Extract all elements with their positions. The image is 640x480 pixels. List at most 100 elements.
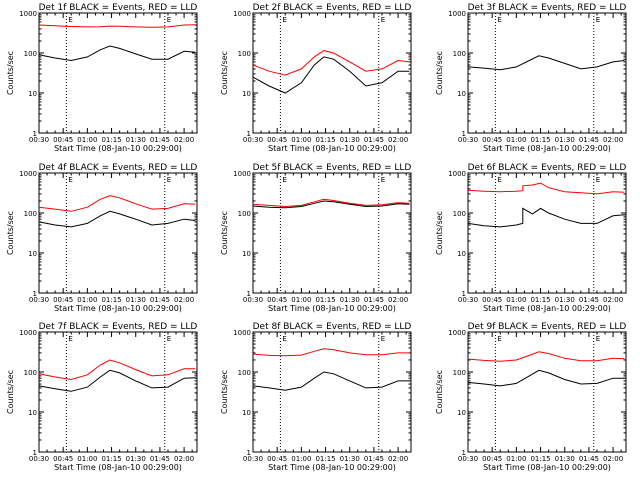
x-tick-label: 02:00 [174,136,194,144]
series-line-lld-red [38,24,196,28]
y-tick-label: 1 [33,449,37,457]
event-marker-label: E [68,335,72,343]
y-tick-label: 10 [28,409,37,417]
x-tick-label: 00:45 [53,296,73,304]
y-tick-label: 10 [242,250,251,258]
x-tick-label: 00:30 [458,136,478,144]
event-marker-label: E [381,335,385,343]
plot-panel-8: Det 8f BLACK = Events, RED = LLD 1 10 100 10… [220,322,412,472]
x-tick-label: 01:30 [340,296,360,304]
y-tick-label: 1000 [233,170,251,178]
x-tick-label: 02:00 [388,455,408,463]
series-line-lld-red [38,195,196,212]
event-marker-label: E [596,176,600,184]
x-tick-label: 02:00 [388,296,408,304]
x-tick-label: 00:45 [482,136,502,144]
panel-title: Det 2f BLACK = Events, RED = LLD [253,3,412,13]
y-tick-label: 1000 [19,329,37,337]
series-line-events-black [38,369,196,392]
x-tick-label: 00:30 [458,455,478,463]
panel-title: Det 8f BLACK = Events, RED = LLD [253,322,412,332]
x-axis-title: Start Time (08-Jan-10 00:29:00) [54,144,182,153]
y-tick-label: 1 [462,290,466,298]
series-line-lld-red [38,359,196,381]
y-axis-title: Counts/sec [6,211,15,255]
plot-panel-5: Det 5f BLACK = Events, RED = LLD 1 10 100 10… [220,163,412,313]
y-tick-label: 1000 [448,170,466,178]
x-tick-label: 00:45 [53,136,73,144]
x-tick-label: 00:45 [267,136,287,144]
x-tick-label: 02:00 [603,296,623,304]
plot-frame [252,12,412,134]
x-tick-label: 00:45 [482,296,502,304]
series-line-lld-red [252,50,410,76]
x-tick-label: 01:00 [77,455,97,463]
x-tick-label: 01:15 [530,136,550,144]
x-tick-label: 01:45 [150,455,170,463]
y-tick-label: 1 [247,449,251,457]
x-tick-label: 02:00 [174,296,194,304]
x-tick-label: 01:00 [506,455,526,463]
event-marker-label: E [381,176,385,184]
x-tick-label: 00:30 [243,455,263,463]
y-tick-label: 10 [457,250,466,258]
x-tick-label: 00:45 [267,296,287,304]
x-tick-label: 01:30 [126,296,146,304]
y-tick-label: 1 [247,290,251,298]
y-tick-label: 100 [24,369,37,377]
x-tick-label: 02:00 [603,455,623,463]
series-line-events-black [38,45,196,62]
y-axis-title: Counts/sec [220,51,229,95]
event-marker-label: E [68,176,72,184]
series-line-events-black [467,207,625,228]
panel-title: Det 9f BLACK = Events, RED = LLD [468,322,627,332]
x-axis-title: Start Time (08-Jan-10 00:29:00) [54,463,182,472]
y-tick-label: 1 [462,130,466,138]
x-tick-label: 01:15 [530,296,550,304]
x-tick-label: 01:30 [340,136,360,144]
x-tick-label: 01:00 [506,296,526,304]
x-tick-label: 01:45 [579,296,599,304]
y-tick-label: 100 [453,369,466,377]
series-line-events-black [252,200,410,209]
x-tick-label: 00:30 [29,296,49,304]
y-tick-label: 100 [24,50,37,58]
plot-panel-6: Det 6f BLACK = Events, RED = LLD 1 10 100 10… [435,163,627,313]
event-marker-label: E [167,335,171,343]
y-tick-label: 10 [242,90,251,98]
event-marker-label: E [596,335,600,343]
x-tick-label: 00:30 [243,296,263,304]
y-tick-label: 10 [28,90,37,98]
y-tick-label: 1000 [448,329,466,337]
panel-title: Det 5f BLACK = Events, RED = LLD [253,163,412,173]
x-tick-label: 01:15 [101,296,121,304]
x-tick-label: 01:45 [364,455,384,463]
y-tick-label: 100 [453,50,466,58]
event-marker-label: E [381,16,385,24]
event-marker-label: E [497,176,501,184]
x-tick-label: 01:15 [101,136,121,144]
plot-frame [252,172,412,294]
x-tick-label: 00:30 [29,455,49,463]
x-tick-label: 00:45 [267,455,287,463]
x-tick-label: 01:00 [291,136,311,144]
event-marker-label: E [167,16,171,24]
x-tick-label: 01:30 [126,136,146,144]
y-axis-title: Counts/sec [220,211,229,255]
y-tick-label: 1000 [19,170,37,178]
event-marker-label: E [167,176,171,184]
y-tick-label: 10 [457,90,466,98]
x-tick-label: 01:30 [555,296,575,304]
y-tick-label: 10 [242,409,251,417]
panel-title: Det 1f BLACK = Events, RED = LLD [39,3,198,13]
y-tick-label: 10 [28,250,37,258]
x-tick-label: 01:00 [506,136,526,144]
series-line-lld-red [252,198,410,208]
x-tick-label: 00:45 [53,455,73,463]
series-line-lld-red [252,348,410,357]
panel-title: Det 6f BLACK = Events, RED = LLD [468,163,627,173]
y-tick-label: 1 [33,130,37,138]
plot-panel-4: Det 4f BLACK = Events, RED = LLD 1 10 100 10… [6,163,198,313]
x-tick-label: 00:30 [29,136,49,144]
event-marker-label: E [68,16,72,24]
